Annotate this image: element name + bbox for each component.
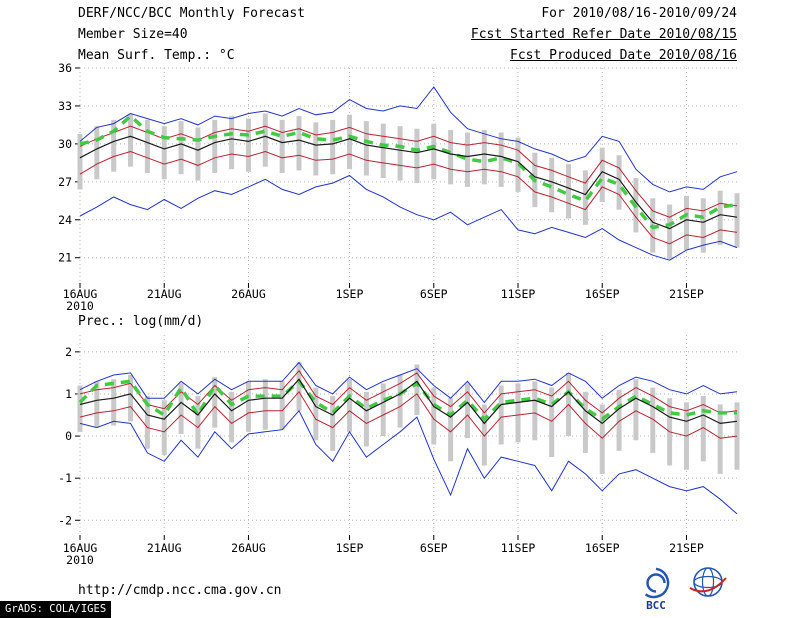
svg-text:24: 24 (58, 213, 72, 227)
svg-text:26AUG: 26AUG (231, 287, 266, 301)
svg-text:2010: 2010 (66, 299, 94, 313)
svg-text:21AUG: 21AUG (147, 541, 182, 555)
source-url[interactable]: http://cmdp.ncc.cma.gov.cn (78, 583, 282, 598)
svg-text:-1: -1 (58, 471, 72, 485)
svg-text:0: 0 (65, 429, 72, 443)
svg-text:6SEP: 6SEP (420, 287, 448, 301)
temperature-chart: 21 24 27 30 33 36 16AUG 21AUG 26AUG 1SEP 6SEP 11SEP… (58, 61, 740, 313)
precipitation-chart: -2 -1 0 1 2 16AUG 21AUG 26AUG 1SEP 6SEP 11SEP 16SEP… (58, 335, 740, 567)
cma-globe-icon (689, 567, 727, 597)
svg-text:6SEP: 6SEP (420, 541, 448, 555)
svg-text:1SEP: 1SEP (336, 287, 364, 301)
svg-text:16AUG: 16AUG (63, 287, 98, 301)
svg-text:11SEP: 11SEP (501, 287, 536, 301)
svg-text:36: 36 (58, 61, 72, 75)
fcst-produced-date-label: Fcst Produced Date 2010/08/16 (510, 48, 737, 63)
bcc-logo: BCC (632, 566, 680, 611)
svg-text:16SEP: 16SEP (585, 287, 620, 301)
temp-chart-title: Mean Surf. Temp.: °C (78, 48, 235, 63)
precip-chart-title: Prec.: log(mm/d) (78, 314, 204, 329)
bcc-logo-icon (644, 567, 670, 599)
svg-text:16AUG: 16AUG (63, 541, 98, 555)
fcst-start-date-label: Fcst Started Refer Date 2010/08/15 (470, 27, 737, 42)
forecast-range-label: For 2010/08/16-2010/09/24 (541, 6, 737, 21)
svg-text:27: 27 (58, 175, 72, 189)
svg-text:1SEP: 1SEP (336, 541, 364, 555)
svg-text:11SEP: 11SEP (501, 541, 536, 555)
svg-text:21AUG: 21AUG (147, 287, 182, 301)
svg-text:30: 30 (58, 137, 72, 151)
svg-text:21: 21 (58, 251, 72, 265)
bcc-logo-label: BCC (646, 599, 666, 612)
svg-text:2010: 2010 (66, 553, 94, 567)
svg-text:21SEP: 21SEP (669, 541, 704, 555)
svg-text:-2: -2 (58, 513, 72, 527)
svg-text:16SEP: 16SEP (585, 541, 620, 555)
cma-logo (684, 560, 732, 604)
member-size-label: Member Size=40 (78, 27, 188, 42)
svg-text:2: 2 (65, 345, 72, 359)
svg-text:26AUG: 26AUG (231, 541, 266, 555)
grads-credit-badge: GrADS: COLA/IGES (0, 601, 112, 618)
svg-text:21SEP: 21SEP (669, 287, 704, 301)
page-title: DERF/NCC/BCC Monthly Forecast (78, 6, 305, 21)
svg-text:1: 1 (65, 387, 72, 401)
svg-text:33: 33 (58, 99, 72, 113)
